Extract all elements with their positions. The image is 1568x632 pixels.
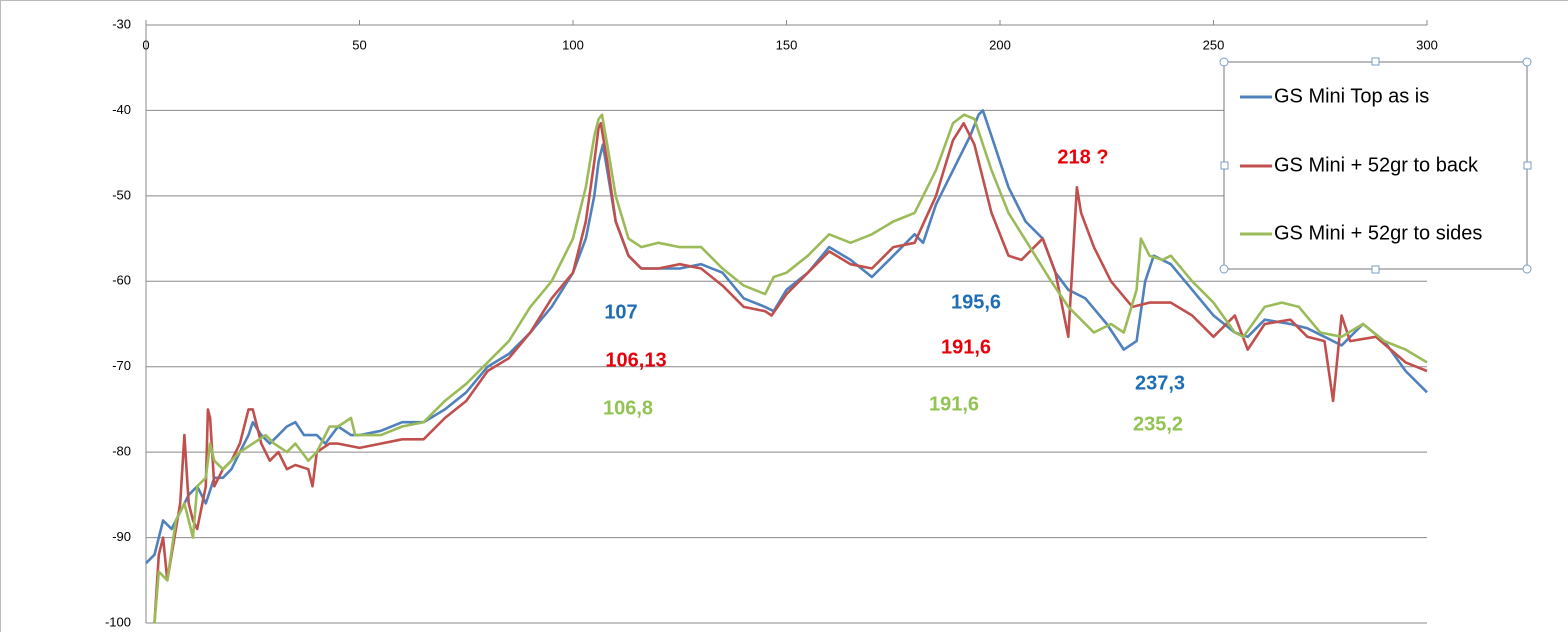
y-tick-label: -90 bbox=[112, 529, 131, 544]
annotation: 235,2 bbox=[1133, 413, 1183, 435]
legend-label: GS Mini + 52gr to sides bbox=[1274, 222, 1482, 244]
annotation: 107 bbox=[604, 301, 637, 323]
handle[interactable] bbox=[1371, 265, 1380, 274]
series-line bbox=[153, 121, 1428, 624]
annotation: 218 ? bbox=[1057, 146, 1108, 168]
handle[interactable] bbox=[1219, 57, 1229, 67]
x-tick-label: 250 bbox=[1203, 37, 1225, 52]
annotation: 191,6 bbox=[929, 393, 979, 415]
y-tick-label: -40 bbox=[112, 102, 131, 117]
handle[interactable] bbox=[1371, 57, 1380, 66]
handle[interactable] bbox=[1219, 264, 1229, 274]
legend-label: GS Mini + 52gr to back bbox=[1274, 154, 1479, 176]
x-tick-label: 150 bbox=[776, 37, 798, 52]
y-tick-label: -30 bbox=[112, 16, 131, 31]
annotation: 191,6 bbox=[941, 336, 991, 358]
legend-label: GS Mini Top as is bbox=[1274, 85, 1429, 107]
x-tick-label: 300 bbox=[1416, 37, 1438, 52]
x-tick-label: 100 bbox=[562, 37, 584, 52]
y-tick-label: -70 bbox=[112, 358, 131, 373]
x-tick-label: 200 bbox=[989, 37, 1011, 52]
series-line bbox=[145, 109, 1428, 565]
handle[interactable] bbox=[1523, 161, 1532, 170]
y-tick-label: -60 bbox=[112, 273, 131, 288]
annotation: 195,6 bbox=[951, 291, 1001, 313]
y-tick-label: -50 bbox=[112, 187, 131, 202]
series-line bbox=[153, 113, 1428, 624]
handle[interactable] bbox=[1522, 57, 1532, 67]
handle[interactable] bbox=[1220, 161, 1229, 170]
y-tick-label: -100 bbox=[105, 614, 131, 629]
x-tick-label: 50 bbox=[352, 37, 366, 52]
x-tick-label: 0 bbox=[142, 37, 149, 52]
handle[interactable] bbox=[1522, 264, 1532, 274]
annotation: 106,13 bbox=[605, 349, 666, 371]
y-tick-label: -80 bbox=[112, 444, 131, 459]
annotation: 106,8 bbox=[603, 397, 653, 419]
annotation: 237,3 bbox=[1135, 372, 1185, 394]
